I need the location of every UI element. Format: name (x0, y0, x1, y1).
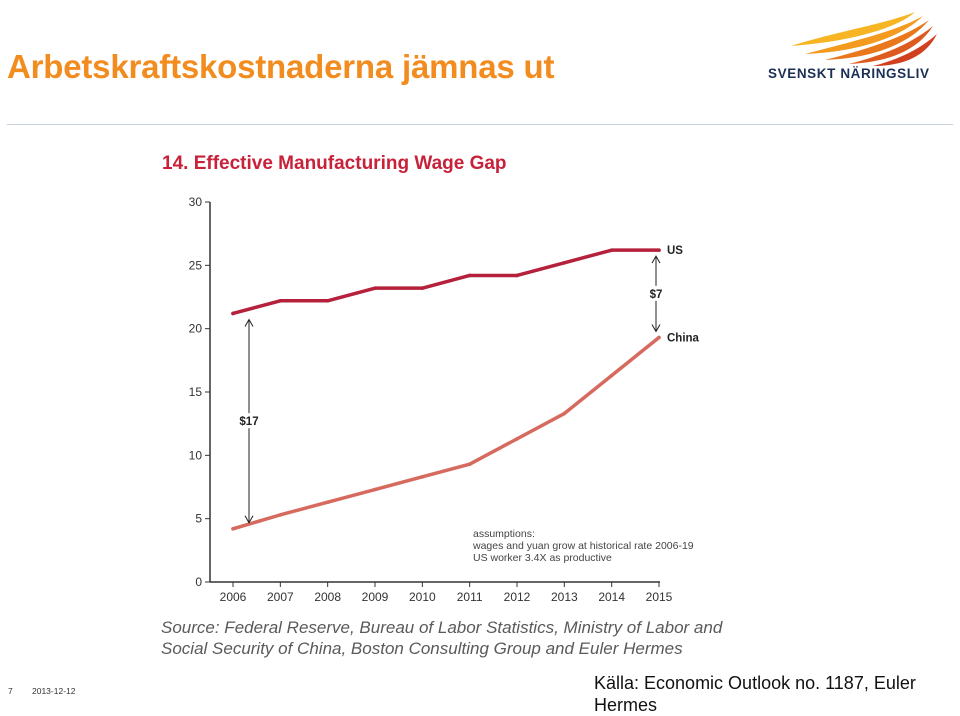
x-tick-label: 2009 (362, 590, 389, 604)
gap-arrow-head-up (651, 255, 661, 264)
x-tick-label: 2007 (267, 590, 294, 604)
data-point-china (609, 373, 614, 378)
data-point-us (467, 273, 472, 278)
x-tick-label: 2013 (551, 590, 578, 604)
series-label-us: US (667, 245, 683, 257)
assumption-line: wages and yuan grow at historical rate 2… (472, 540, 694, 552)
slide-title: Arbetskraftskostnaderna jämnas ut (7, 48, 555, 85)
logo-text: SVENSKT NÄRINGSLIV (768, 66, 930, 81)
y-tick-label: 30 (189, 195, 203, 209)
x-tick-label: 2010 (409, 590, 436, 604)
y-tick-label: 25 (189, 258, 203, 272)
x-tick-label: 2011 (457, 590, 483, 604)
y-tick-label: 20 (189, 322, 203, 336)
data-point-china (325, 500, 330, 505)
data-point-us (231, 311, 235, 316)
assumption-line: assumptions: (473, 528, 535, 540)
data-point-china (231, 527, 235, 531)
assumption-line: US worker 3.4X as productive (473, 552, 612, 564)
footer-date: 2013-12-12 (32, 686, 76, 696)
y-tick-label: 5 (195, 512, 202, 526)
data-point-us (609, 248, 614, 252)
page-number: 7 (8, 686, 13, 696)
data-point-china (657, 335, 661, 340)
data-point-us (325, 299, 330, 303)
gap-label: $17 (239, 416, 258, 428)
data-point-us (657, 248, 661, 252)
x-tick-label: 2008 (314, 590, 341, 604)
assumptions-note: assumptions:wages and yuan grow at histo… (472, 528, 694, 564)
svenskt-naringsliv-logo (791, 12, 937, 66)
x-tick-label: 2015 (646, 590, 673, 604)
chart-source: Source: Federal Reserve, Bureau of Labor… (161, 618, 723, 658)
chart-series (231, 248, 661, 531)
y-tick-label: 0 (195, 575, 202, 589)
data-point-china (420, 475, 425, 479)
y-axis-ticks: 0 5 10 15 20 25 30 (189, 195, 210, 589)
x-axis-ticks: 2006 2007 2008 2009 2010 2011 2012 2013 2014 2015 (220, 582, 673, 604)
wage-gap-chart: 0 5 10 15 20 25 30 2006 2007 2008 2009 2010 2011 201… (189, 195, 700, 604)
y-tick-label: 15 (189, 385, 203, 399)
data-point-china (373, 487, 377, 492)
source-credit: Källa: Economic Outlook no. 1187, Euler … (594, 673, 916, 715)
chart-title: 14. Effective Manufacturing Wage Gap (162, 153, 507, 174)
series-labels: US China (667, 245, 700, 344)
gap-arrow-head-down (651, 324, 661, 333)
gap-label-bg (644, 285, 668, 301)
gap-arrow-head-down (244, 515, 254, 524)
data-point-china (278, 513, 283, 517)
data-point-china (467, 462, 472, 467)
data-point-us (420, 286, 425, 290)
x-tick-label: 2006 (220, 590, 247, 604)
x-tick-label: 2014 (598, 590, 625, 604)
x-tick-label: 2012 (504, 590, 531, 604)
series-label-china: China (667, 333, 700, 345)
data-point-us (515, 273, 519, 278)
gap-arrow-head-up (244, 318, 254, 327)
gap-label: $7 (650, 289, 663, 301)
data-point-us (278, 299, 283, 303)
gap-annotations: $17 $7 (237, 255, 668, 524)
data-point-us (562, 261, 567, 265)
data-point-china (562, 411, 567, 416)
series-line-china (231, 335, 661, 531)
gap-label-bg (237, 413, 261, 429)
data-point-us (373, 286, 377, 290)
data-point-china (515, 437, 519, 441)
y-tick-label: 10 (189, 448, 203, 462)
series-line-us (231, 248, 661, 316)
title-divider (7, 124, 953, 125)
